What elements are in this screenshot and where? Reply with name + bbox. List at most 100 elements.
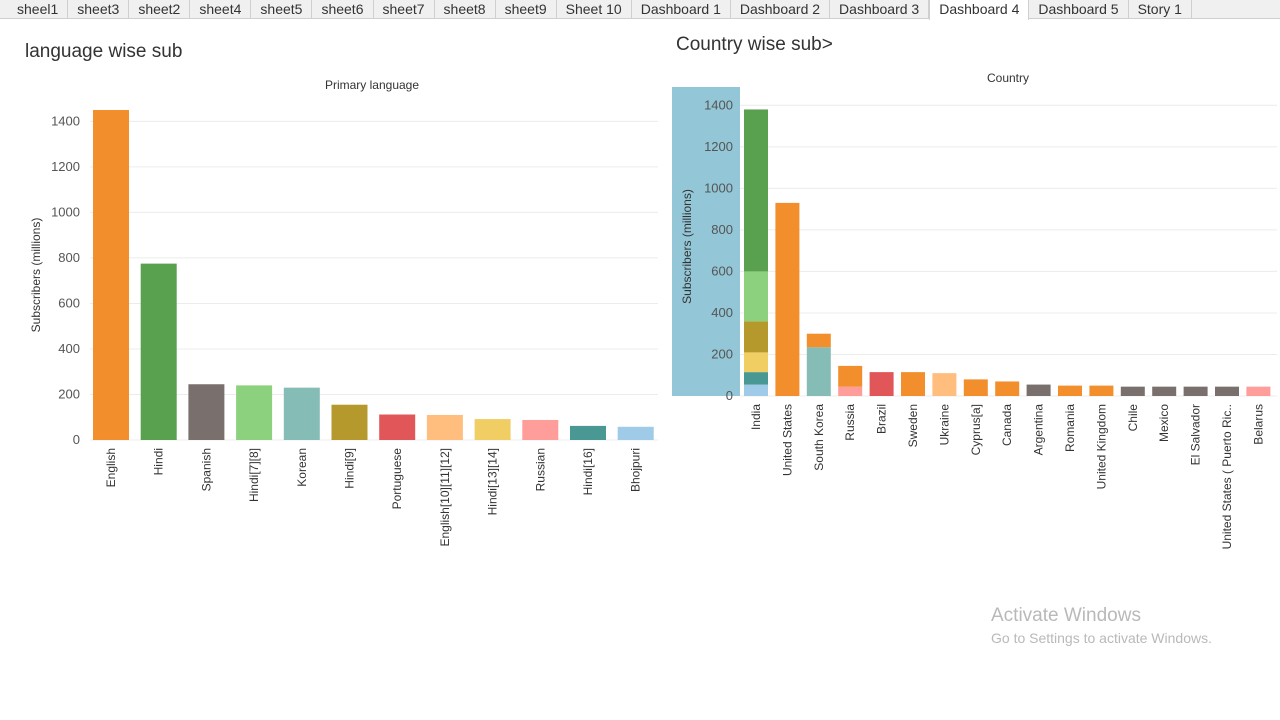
bar-segment-chile-0	[1120, 386, 1145, 396]
x-tick-label: Portuguese	[390, 448, 404, 510]
y-axis-label: Subscribers (millions)	[680, 189, 694, 304]
bar-segment-india-1	[744, 372, 768, 385]
bar-segment-united-kingdom-0	[1089, 385, 1114, 396]
sheet-tab[interactable]: sheet5	[251, 0, 313, 18]
bar-segment-sweden-0	[901, 372, 925, 396]
y-tick-label: 1400	[704, 97, 733, 112]
bar-segment-india-3	[744, 321, 768, 353]
x-tick-label: Hindi	[152, 448, 166, 475]
y-axis-label: Subscribers (millions)	[29, 218, 43, 333]
sheet-tab[interactable]: Story 1	[1129, 0, 1192, 18]
y-tick-label: 1400	[51, 113, 80, 128]
x-tick-label: India	[749, 404, 763, 430]
x-tick-label: Korean	[295, 448, 309, 487]
sheet-tab[interactable]: sheet9	[496, 0, 557, 18]
x-tick-label: Sweden	[906, 404, 920, 447]
x-tick-label: Hindi[16]	[581, 448, 595, 495]
language-chart: 0 200 400 600 800 1000 1200 1400 Primary languag…	[29, 78, 658, 547]
x-tick-label: Ukraine	[937, 404, 951, 446]
y-tick-label: 200	[58, 386, 80, 401]
x-tick-label: United Kingdom	[1094, 404, 1108, 489]
bar-segment-south-korea-1	[806, 333, 831, 348]
bar-segment-el-salvador-0	[1183, 386, 1208, 396]
bar-segment-india-2	[744, 352, 768, 373]
bar-segment-brazil-0	[869, 372, 894, 396]
x-tick-label: Argentina	[1032, 404, 1046, 456]
y-tick-label: 400	[58, 341, 80, 356]
bar-hindi-7-8-	[236, 385, 273, 440]
right-dashboard-title[interactable]: Country wise sub>	[676, 34, 833, 55]
bar-segment-united-states-0	[775, 202, 800, 396]
x-tick-label: South Korea	[812, 404, 826, 471]
sheet-tab[interactable]: sheet3	[68, 0, 130, 18]
activate-windows-subtitle: Go to Settings to activate Windows.	[991, 630, 1212, 646]
bar-hindi-13-14-	[474, 419, 511, 440]
y-tick-label: 200	[711, 346, 733, 361]
y-tick-label: 1200	[51, 159, 80, 174]
sheet-tab-bar: sheel1 sheet3 sheet2 sheet4 sheet5 sheet6 shee…	[0, 0, 1280, 20]
y-axis-highlight	[672, 87, 740, 396]
country-chart: 0 200 400 600 800 1000 1200 1400 Country Subscrib…	[672, 71, 1277, 549]
sheet-tab[interactable]: Dashboard 1	[632, 0, 731, 18]
x-tick-label: Chile	[1126, 404, 1140, 432]
y-tick-label: 1200	[704, 139, 733, 154]
y-tick-label: 0	[726, 388, 733, 403]
x-tick-label: Hindi[9]	[343, 448, 357, 489]
y-tick-label: 1000	[51, 204, 80, 219]
bar-segment-belarus-0	[1246, 386, 1271, 396]
sheet-tab[interactable]: Dashboard 5	[1029, 0, 1129, 18]
x-tick-label: Spanish	[199, 448, 213, 491]
x-tick-label: English	[104, 448, 118, 487]
sheet-tab[interactable]: sheet4	[190, 0, 252, 18]
x-tick-label: Russia	[843, 404, 857, 441]
bar-segment-india-4	[744, 271, 768, 322]
y-tick-label: 600	[711, 263, 733, 278]
sheet-tab[interactable]: sheet7	[374, 0, 435, 18]
x-tick-label: Bhojpuri	[629, 448, 643, 492]
y-tick-label: 800	[58, 250, 80, 265]
x-tick-label: Mexico	[1157, 404, 1171, 442]
bar-segment-south-korea-0	[806, 347, 831, 396]
bar-segment-russia-1	[838, 365, 863, 387]
bar-segment-india-0	[744, 384, 768, 396]
x-tick-label: Canada	[1000, 404, 1014, 446]
bar-segment-romania-0	[1058, 385, 1082, 396]
y-tick-label: 1000	[704, 180, 733, 195]
bar-segment-united-states-puerto-ric--0	[1215, 386, 1239, 396]
bar-russian	[522, 419, 559, 440]
x-tick-label: English[10][11][12]	[438, 448, 452, 547]
x-tick-label: Romania	[1063, 404, 1077, 452]
bar-segment-argentina-0	[1026, 384, 1051, 396]
x-tick-label: Brazil	[875, 404, 889, 434]
x-tick-label: Cyprus[a]	[969, 404, 983, 455]
chart-axis-title: Country	[987, 71, 1029, 85]
x-tick-label: Hindi[13][14]	[486, 448, 500, 515]
bar-segment-russia-0	[838, 386, 863, 396]
y-tick-label: 600	[58, 295, 80, 310]
sheet-tab[interactable]: Sheet 10	[557, 0, 632, 18]
bar-segment-cyprus-a--0	[963, 379, 988, 396]
y-tick-label: 0	[73, 432, 80, 447]
bar-english-10-11-12-	[426, 414, 463, 440]
sheet-tab[interactable]: Dashboard 2	[731, 0, 831, 18]
y-tick-label: 800	[711, 222, 733, 237]
sheet-tab[interactable]: sheet2	[129, 0, 191, 18]
sheet-tab[interactable]: Dashboard 3	[830, 0, 930, 18]
bar-segment-india-5	[744, 109, 768, 272]
chart-axis-title: Primary language	[325, 78, 419, 92]
x-tick-label: Belarus	[1251, 404, 1265, 445]
bar-korean	[283, 387, 320, 440]
bar-segment-canada-0	[995, 381, 1020, 396]
bar-english	[93, 110, 129, 440]
bar-hindi	[140, 263, 177, 440]
sheet-tab[interactable]: Dashboard 4	[929, 0, 1030, 20]
sheet-tab[interactable]: sheel1	[8, 0, 69, 18]
sheet-tab[interactable]: sheet6	[312, 0, 374, 18]
sheet-tab[interactable]: sheet8	[435, 0, 496, 18]
x-tick-label: United States	[780, 404, 794, 476]
bar-hindi-9-	[331, 404, 368, 440]
bar-segment-ukraine-0	[932, 373, 957, 396]
x-tick-label: El Salvador	[1189, 404, 1203, 465]
x-tick-label: United States ( Puerto Ric..	[1220, 404, 1234, 549]
x-tick-label: Hindi[7][8]	[247, 448, 261, 502]
